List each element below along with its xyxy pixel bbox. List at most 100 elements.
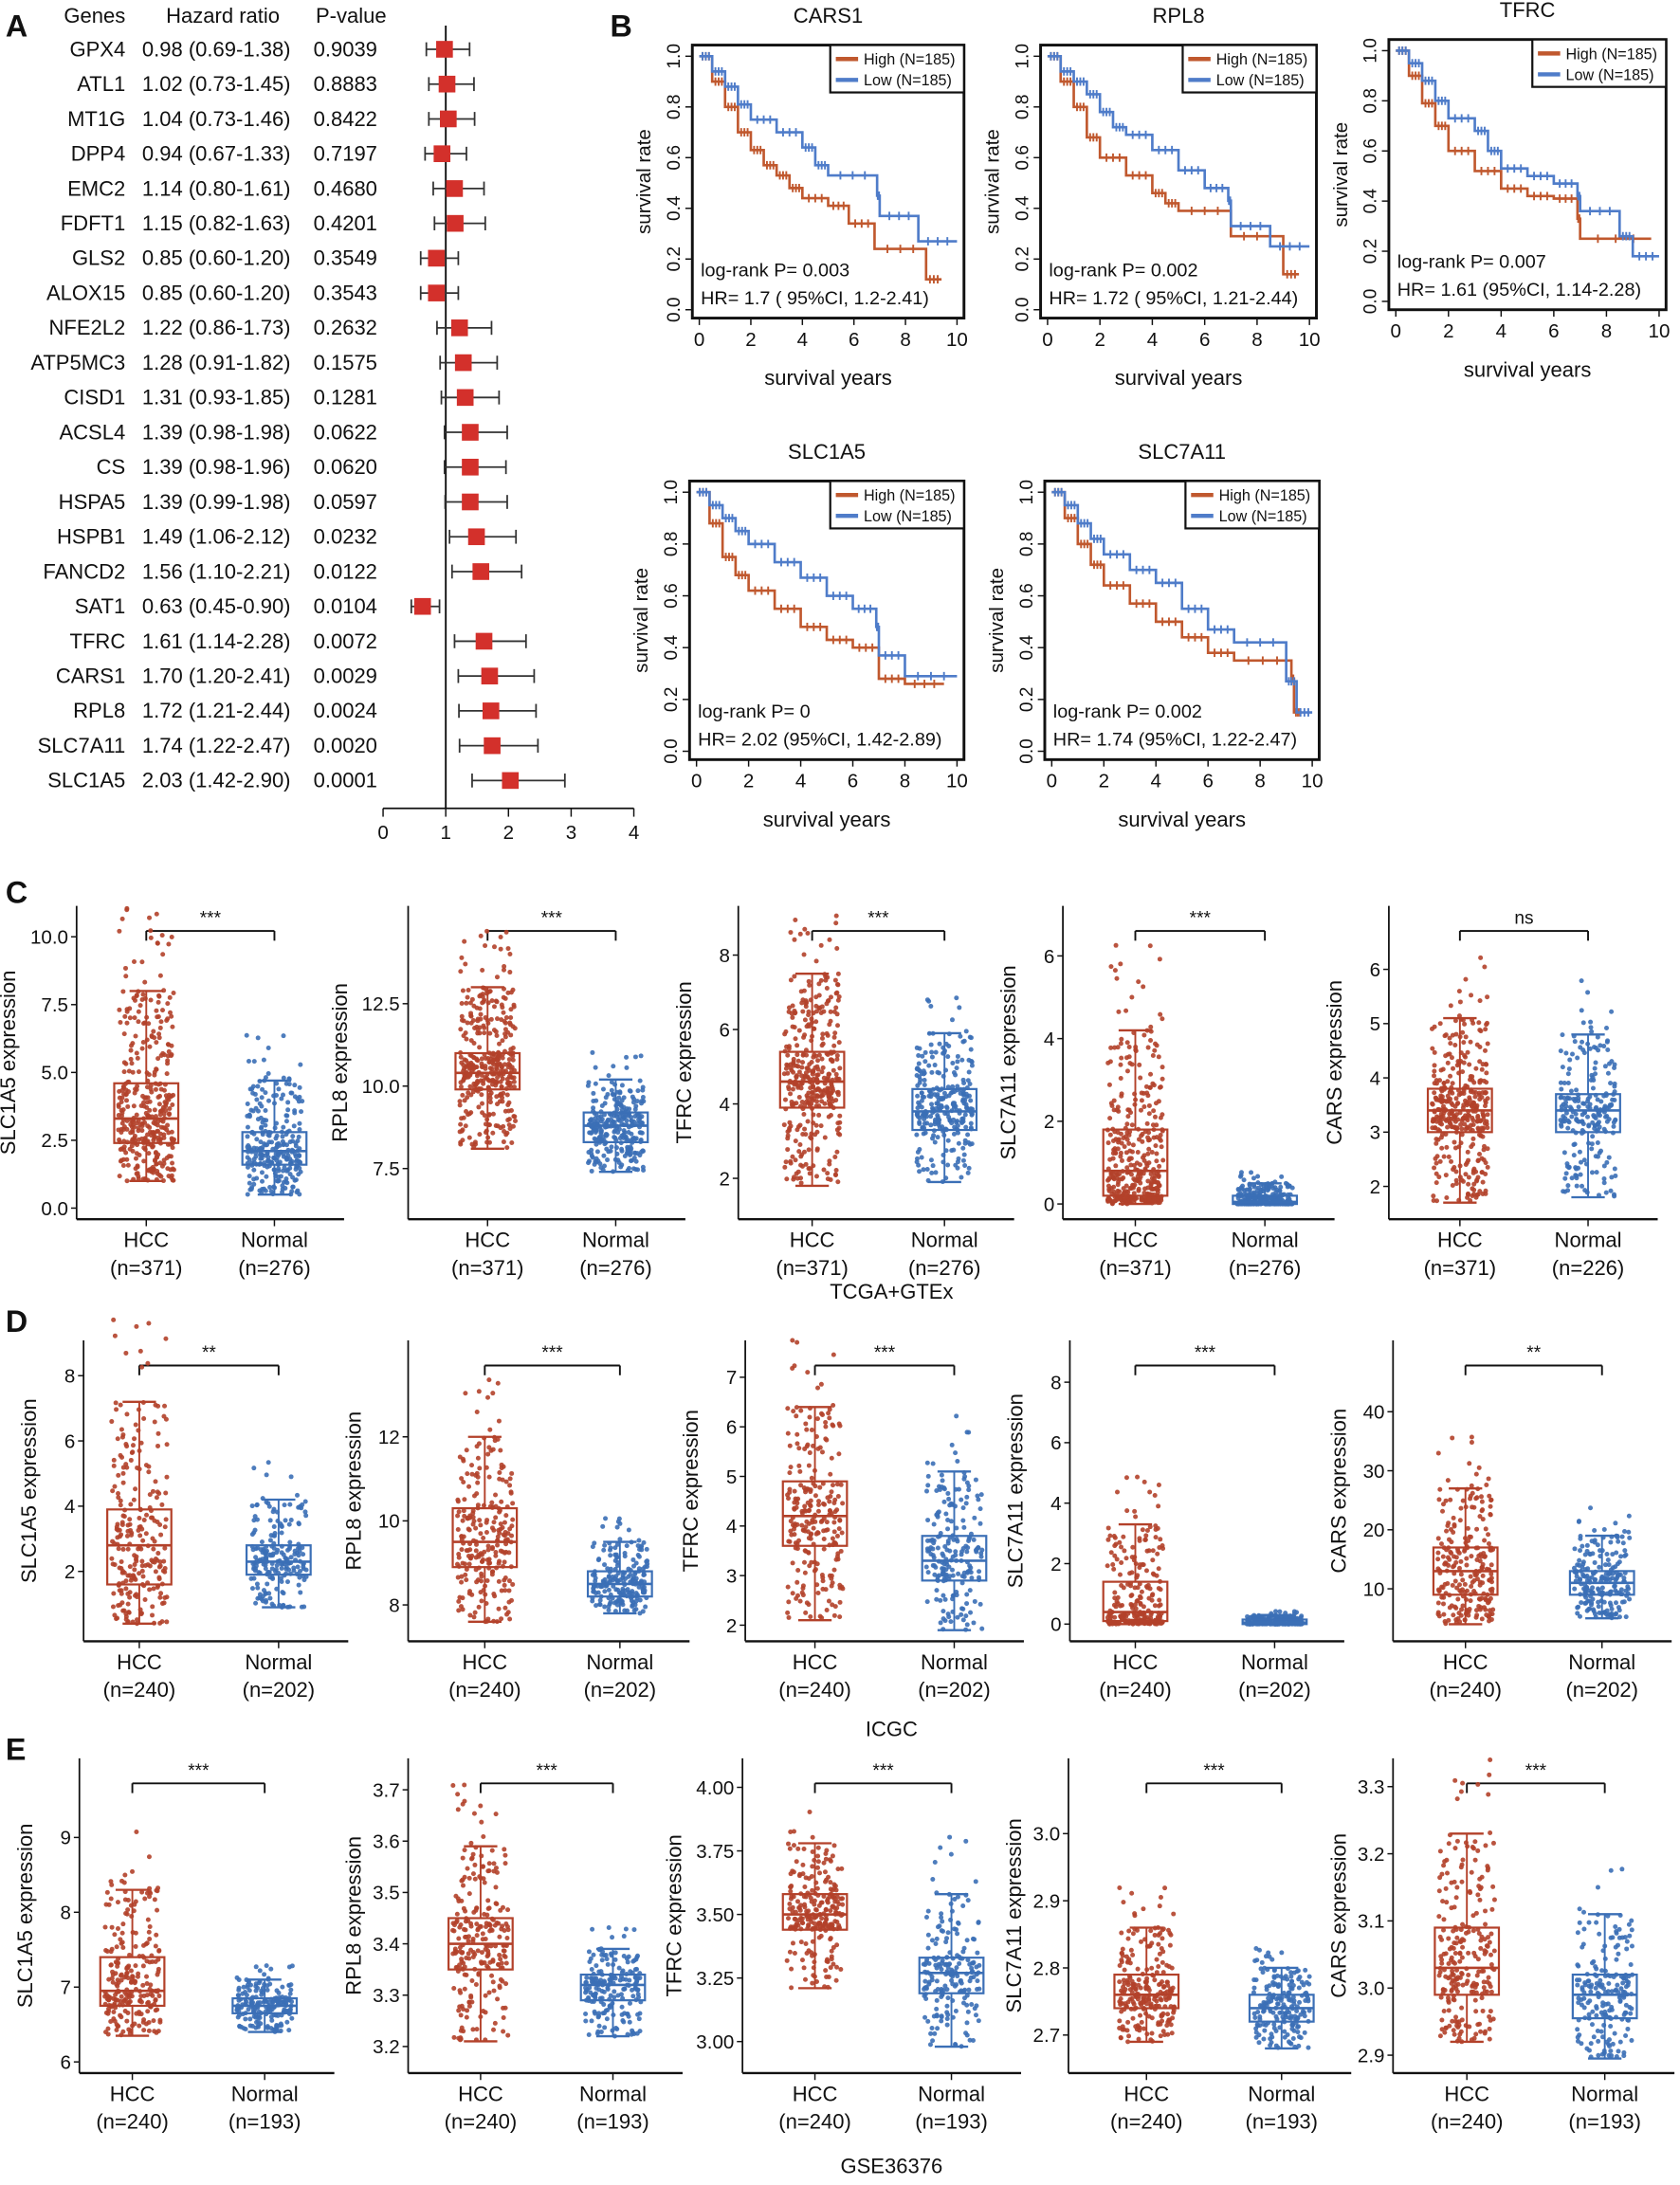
data-point: [461, 1115, 466, 1120]
data-point: [1453, 1031, 1459, 1037]
data-point: [1147, 943, 1153, 949]
data-point: [1127, 1156, 1133, 1161]
data-point: [1146, 1111, 1152, 1117]
data-point: [1462, 1053, 1468, 1059]
data-point: [786, 1005, 792, 1011]
data-point: [1601, 1044, 1607, 1049]
data-point: [1470, 1186, 1475, 1192]
data-point: [477, 1045, 483, 1050]
y-tick-label: 0.0: [1017, 738, 1037, 764]
data-point: [1151, 1083, 1157, 1088]
data-point: [785, 1052, 791, 1058]
y-tick-label: 0.2: [665, 246, 685, 272]
significance-label: ns: [1514, 909, 1533, 929]
data-point: [114, 1524, 119, 1530]
data-point: [493, 1083, 499, 1088]
data-point: [1612, 1166, 1617, 1172]
data-point: [456, 1509, 462, 1515]
data-point: [1598, 1099, 1604, 1104]
data-point: [504, 1611, 510, 1617]
data-point: [162, 1566, 168, 1572]
data-point: [285, 1107, 291, 1113]
data-point: [503, 1479, 509, 1484]
x-tick-label: 10: [946, 771, 968, 792]
data-point: [1611, 1123, 1616, 1129]
x-tick-label: 6: [849, 329, 859, 351]
data-point: [1432, 1068, 1437, 1074]
data-point: [167, 994, 173, 1000]
data-point: [1448, 1041, 1453, 1047]
p-value-text: 0.8422: [314, 107, 377, 131]
x-tick-label: 0: [1042, 329, 1052, 351]
p-value-text: 0.0122: [314, 559, 377, 583]
data-point: [157, 1112, 163, 1118]
data-point: [245, 1155, 250, 1160]
data-point: [1115, 1104, 1121, 1110]
data-point: [1480, 1179, 1486, 1185]
logrank-p-text: log-rank P= 0.002: [1053, 701, 1202, 722]
data-point: [111, 1457, 117, 1463]
data-point: [144, 1084, 150, 1090]
data-point: [165, 1166, 171, 1172]
data-point: [593, 1065, 598, 1070]
data-point: [472, 1610, 478, 1615]
data-point: [259, 1170, 265, 1175]
data-point: [1434, 1198, 1440, 1204]
y-tick-label: 12.5: [362, 993, 400, 1015]
data-point: [833, 913, 839, 919]
data-point: [263, 1090, 268, 1096]
data-point: [827, 1102, 832, 1107]
data-point: [1145, 1045, 1151, 1050]
data-point: [1452, 1018, 1458, 1024]
survival-curve-high: [1051, 490, 1303, 714]
p-value-text: 0.0029: [314, 665, 377, 688]
y-axis-label: survival rate: [982, 129, 1004, 234]
data-point: [1156, 1180, 1161, 1186]
data-point: [497, 1509, 502, 1515]
hazard-ratio-text: 1.74 (1.22-2.47): [142, 734, 291, 757]
data-point: [592, 1120, 597, 1125]
data-point: [919, 1090, 924, 1096]
x-tick-label: 8: [900, 771, 910, 792]
data-point: [133, 1166, 138, 1172]
data-point: [1470, 1170, 1476, 1175]
data-point: [474, 1409, 480, 1414]
data-point: [624, 1543, 630, 1549]
legend-low-label: Low (N=185): [1219, 508, 1307, 525]
data-point: [499, 1616, 504, 1622]
data-point: [837, 1113, 843, 1119]
data-point: [251, 1181, 257, 1187]
data-point: [164, 1619, 170, 1625]
hazard-ratio-text: 2.03 (1.42-2.90): [142, 769, 291, 792]
data-point: [593, 1603, 599, 1609]
data-point: [249, 1086, 255, 1092]
data-point: [1479, 1094, 1485, 1100]
data-point: [160, 1050, 166, 1056]
data-point: [510, 1517, 516, 1522]
data-point: [798, 1082, 804, 1087]
data-point: [605, 1091, 611, 1097]
data-point: [1475, 1174, 1481, 1180]
data-point: [1586, 1123, 1592, 1129]
data-point: [596, 1557, 602, 1562]
data-point: [605, 1157, 611, 1163]
data-point: [111, 1463, 117, 1468]
data-point: [1160, 1065, 1165, 1070]
data-point: [288, 1555, 294, 1560]
data-point: [119, 1558, 124, 1564]
data-point: [159, 1502, 165, 1507]
data-point: [1441, 1110, 1447, 1116]
data-point: [123, 1150, 129, 1156]
data-point: [1560, 1032, 1565, 1038]
data-point: [813, 1122, 819, 1128]
x-tick-label: 8: [1601, 320, 1612, 342]
data-point: [928, 1091, 934, 1097]
data-point: [297, 1548, 302, 1554]
data-point: [914, 1045, 920, 1050]
data-point: [790, 1154, 795, 1159]
data-point: [155, 999, 161, 1005]
data-point: [503, 1549, 509, 1555]
data-point: [937, 1041, 942, 1047]
data-point: [629, 1118, 634, 1123]
data-point: [949, 1017, 955, 1023]
